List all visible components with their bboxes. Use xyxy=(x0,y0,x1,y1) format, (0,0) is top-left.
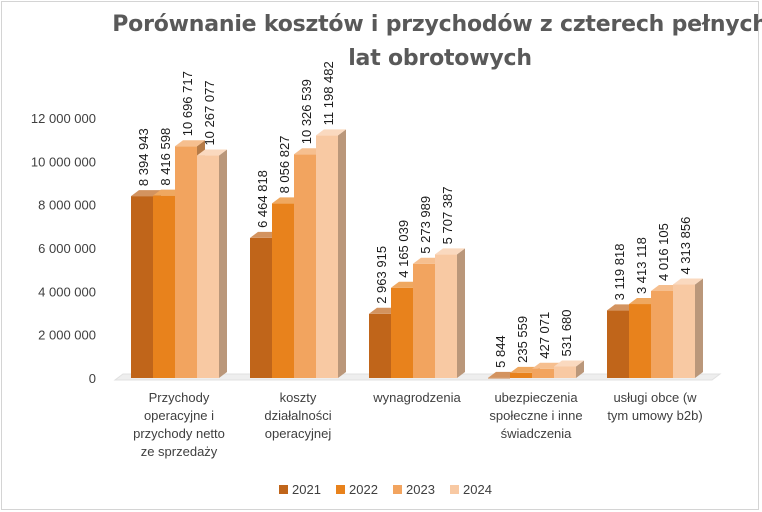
bar xyxy=(673,284,695,378)
category-label-line: działalności xyxy=(264,408,331,423)
bar xyxy=(316,135,338,378)
legend-swatch xyxy=(336,485,345,494)
chart-title-line-1: Porównanie kosztów i przychodów z cztere… xyxy=(112,12,762,37)
data-label: 10 696 717 xyxy=(180,71,195,136)
bar xyxy=(175,146,197,378)
y-tick-label: 4 000 000 xyxy=(38,284,96,299)
bar xyxy=(131,196,153,378)
bar xyxy=(554,366,576,378)
category-label-line: ubezpieczenia xyxy=(494,390,578,405)
legend-label: 2021 xyxy=(292,482,321,497)
bar xyxy=(488,377,510,379)
category-label-line: tym umowy b2b) xyxy=(607,408,702,423)
category-label-line: świadczenia xyxy=(501,426,573,441)
category-label-line: koszty xyxy=(280,390,317,405)
bar xyxy=(153,195,175,378)
legend-label: 2024 xyxy=(463,482,492,497)
bar xyxy=(294,154,316,378)
legend-swatch xyxy=(450,485,459,494)
bar-top xyxy=(131,190,161,197)
category-label-line: usługi obce (w xyxy=(613,390,697,405)
bar xyxy=(272,203,294,378)
bar-top xyxy=(554,360,584,367)
data-label: 6 464 818 xyxy=(255,170,270,228)
bar xyxy=(250,237,272,378)
y-tick-label: 8 000 000 xyxy=(38,198,96,213)
chart-title: Porównanie kosztów i przychodów z cztere… xyxy=(100,8,762,76)
category-label: wynagrodzenia xyxy=(372,390,461,405)
bar-side xyxy=(576,360,584,378)
bar xyxy=(435,254,457,378)
bar xyxy=(510,372,532,378)
category-label: usługi obce (w tym umowy b2b) xyxy=(607,390,702,423)
data-label: 427 071 xyxy=(537,312,552,359)
category-label-line: operacyjnej xyxy=(265,426,332,441)
category-label-line: ze sprzedaży xyxy=(141,444,218,459)
legend-label: 2023 xyxy=(406,482,435,497)
bar-top xyxy=(197,149,227,156)
data-label: 4 016 105 xyxy=(656,223,671,281)
data-label: 5 273 989 xyxy=(418,196,433,254)
bar-top xyxy=(316,129,346,136)
category-label: Przychody operacyjne i przychody netto ze s… xyxy=(133,390,225,459)
chart-title-line-2: lat obrotowych xyxy=(348,46,532,71)
bar-top xyxy=(435,248,465,255)
bar-side xyxy=(338,129,346,378)
y-tick-label: 0 xyxy=(89,371,96,386)
bar xyxy=(197,155,219,378)
legend-swatch xyxy=(393,485,402,494)
y-tick-label: 12 000 000 xyxy=(31,111,96,126)
bar xyxy=(607,310,629,378)
category-label-line: wynagrodzenia xyxy=(372,390,461,405)
bar-top xyxy=(673,278,703,285)
bar-side xyxy=(695,278,703,378)
data-label: 3 119 818 xyxy=(612,244,627,301)
data-label: 5 844 xyxy=(493,335,508,368)
data-label: 8 394 943 xyxy=(136,128,151,186)
data-label: 8 416 598 xyxy=(158,128,173,186)
legend-label: 2022 xyxy=(349,482,378,497)
bar xyxy=(629,304,651,378)
category-label: koszty działalności operacyjnej xyxy=(264,390,331,441)
data-label: 3 413 118 xyxy=(634,237,649,294)
category-label: ubezpieczenia społeczne i inne świadczenia xyxy=(489,390,582,441)
data-label: 235 559 xyxy=(515,316,530,363)
data-label: 10 326 539 xyxy=(299,79,314,144)
bar-top xyxy=(175,140,205,147)
bar xyxy=(369,313,391,378)
bar-side xyxy=(219,149,227,378)
y-tick-label: 2 000 000 xyxy=(38,328,96,343)
y-tick-label: 6 000 000 xyxy=(38,241,96,256)
bar xyxy=(532,368,554,378)
bar-side xyxy=(457,248,465,378)
y-tick-label: 10 000 000 xyxy=(31,154,96,169)
data-label: 8 056 827 xyxy=(277,136,292,194)
data-label: 4 313 856 xyxy=(678,217,693,275)
category-label-line: przychody netto xyxy=(133,426,225,441)
data-label: 5 707 387 xyxy=(440,186,455,244)
data-label: 11 198 482 xyxy=(321,61,336,125)
bar xyxy=(391,287,413,378)
data-label: 2 963 915 xyxy=(374,246,389,304)
category-label-line: społeczne i inne xyxy=(489,408,582,423)
bar xyxy=(413,263,435,378)
data-label: 10 267 077 xyxy=(202,80,217,145)
legend-swatch xyxy=(279,485,288,494)
category-label-line: Przychody xyxy=(149,390,210,405)
category-label-line: operacyjne i xyxy=(144,408,214,423)
data-label: 531 680 xyxy=(559,309,574,356)
bar xyxy=(651,290,673,378)
data-label: 4 165 039 xyxy=(396,220,411,278)
